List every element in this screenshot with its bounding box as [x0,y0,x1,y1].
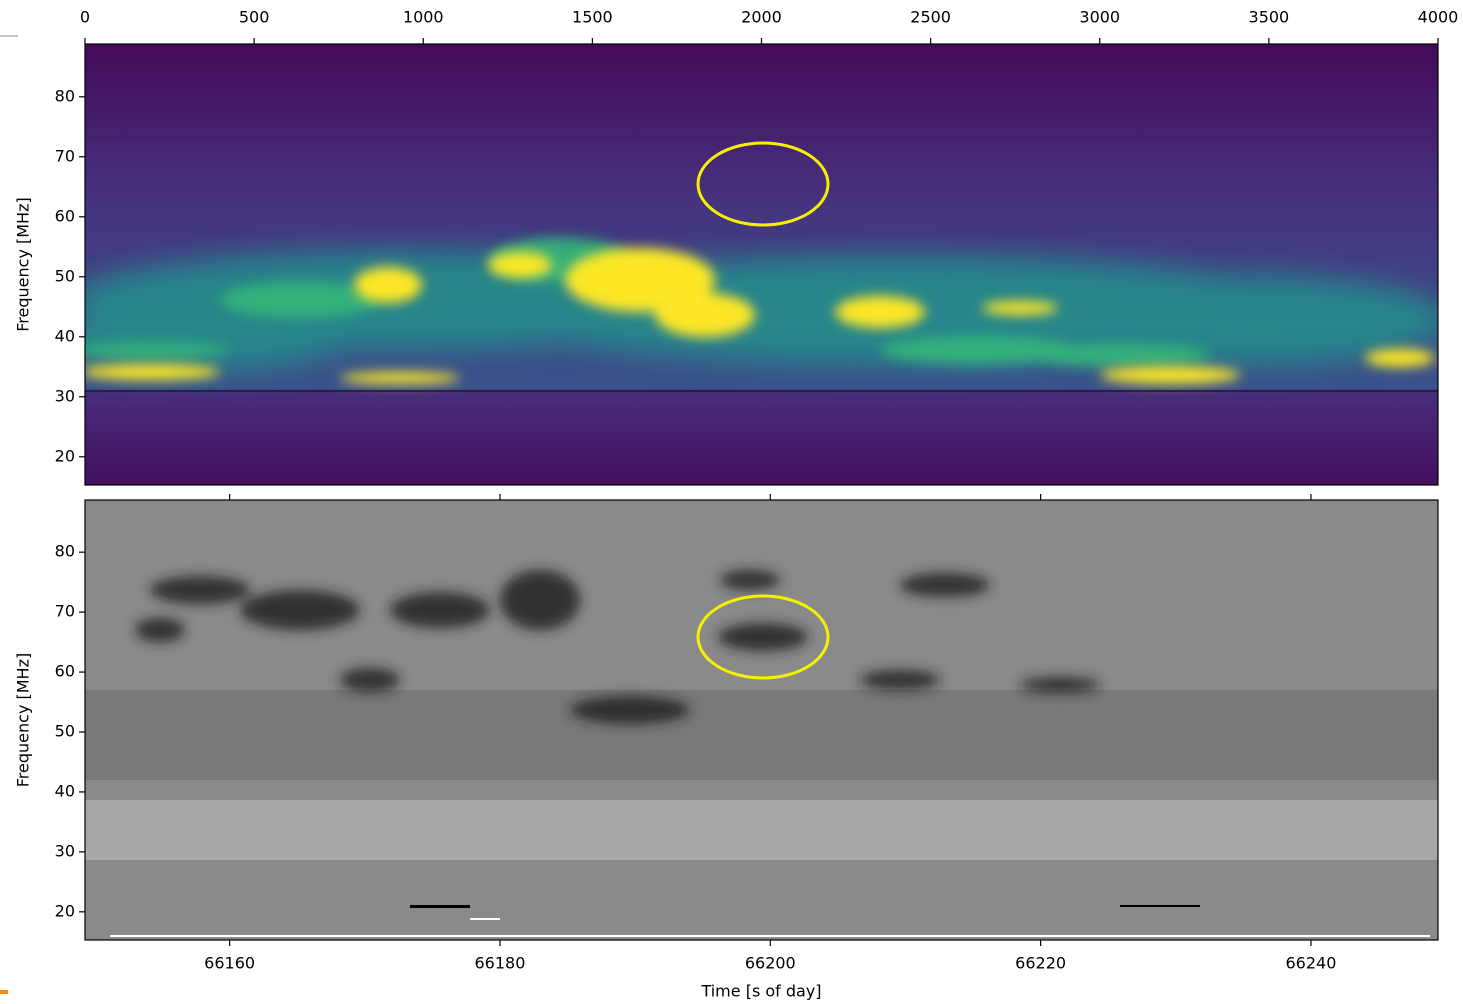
x-tick-label: 66240 [1285,954,1336,973]
y-tick-label: 20 [55,446,75,465]
y-tick-label: 60 [55,662,75,681]
x-tick-label: 2000 [741,8,782,27]
y-tick-label: 50 [55,266,75,285]
spectrogram-image [85,44,1438,485]
highlight-ellipse [696,594,830,680]
y-axis-label: Frequency [MHz] [14,653,33,787]
x-tick-label: 1500 [572,8,613,27]
x-tick-label: 500 [239,8,270,27]
spectrogram-image [85,500,1438,940]
corner-mark [0,990,8,994]
x-tick-label: 66180 [475,954,526,973]
x-axis-label: Time [s of day] [700,982,821,1001]
x-tick-label: 2500 [910,8,951,27]
x-tick-label: 3500 [1249,8,1290,27]
x-tick-label: 0 [80,8,90,27]
y-tick-label: 30 [55,386,75,405]
y-tick-label: 80 [55,86,75,105]
x-tick-label: 4000 [1418,8,1459,27]
y-tick-label: 40 [55,326,75,345]
y-tick-label: 40 [55,781,75,800]
y-tick-label: 20 [55,901,75,920]
x-tick-label: 3000 [1079,8,1120,27]
x-tick-label: 1000 [403,8,444,27]
y-tick-label: 50 [55,721,75,740]
x-tick-label: 66220 [1015,954,1066,973]
y-tick-label: 70 [55,146,75,165]
y-axis-label: Frequency [MHz] [14,197,33,331]
y-tick-label: 80 [55,542,75,561]
plot-frame [84,499,1439,941]
x-tick-label: 66200 [745,954,796,973]
y-tick-label: 60 [55,206,75,225]
x-tick-label: 66160 [204,954,255,973]
y-tick-label: 30 [55,841,75,860]
y-tick-label: 70 [55,602,75,621]
highlight-ellipse [696,141,830,227]
